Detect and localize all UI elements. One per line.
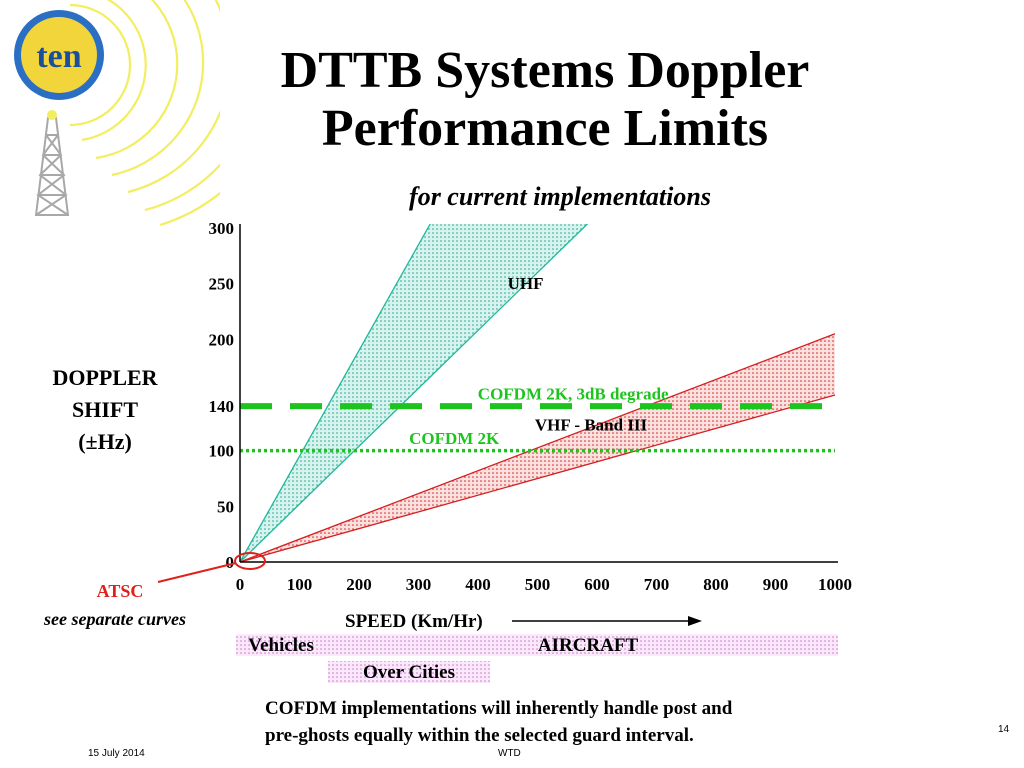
footnote: COFDM implementations will inherently ha…: [265, 695, 865, 749]
title-line-1: DTTB Systems Doppler: [280, 42, 810, 99]
x-tick-label: 300: [406, 575, 432, 594]
atsc-note: see separate curves: [44, 609, 186, 629]
band-upper-line: [240, 224, 431, 563]
band-upper-line: [240, 333, 836, 563]
speed-category-band: [322, 634, 838, 656]
x-tick-label: 700: [644, 575, 670, 594]
x-tick-label: 900: [763, 575, 789, 594]
page-subtitle: for current implementations: [409, 182, 711, 211]
title-line-2: Performance Limits: [321, 100, 769, 157]
speed-category-band: [328, 661, 490, 683]
atsc-marker: [234, 552, 266, 570]
y-axis-label: DOPPLER SHIFT (±Hz): [20, 362, 190, 458]
threshold-label: COFDM 2K: [409, 429, 500, 448]
x-tick-label: 100: [287, 575, 313, 594]
footnote-line-2: pre-ghosts equally within the selected g…: [265, 725, 694, 746]
x-tick-label: 1000: [818, 575, 852, 594]
y-tick-label: 250: [209, 275, 235, 294]
y-label-line: DOPPLER: [52, 365, 158, 390]
x-tick-label: 600: [584, 575, 610, 594]
speed-arrow-head: [688, 616, 702, 626]
footnote-line-1: COFDM implementations will inherently ha…: [265, 698, 733, 719]
y-tick-label: 50: [217, 497, 234, 516]
footer-author: WTD: [498, 748, 521, 759]
logo-text: ten: [36, 38, 81, 75]
x-tick-label: 200: [346, 575, 372, 594]
y-tick-label: 140: [209, 397, 235, 416]
atsc-label: ATSC: [96, 581, 144, 601]
y-label-line: SHIFT: [71, 397, 139, 422]
x-tick-label: 500: [525, 575, 551, 594]
speed-category-label: AIRCRAFT: [538, 635, 639, 656]
y-tick-label: 0: [226, 553, 235, 572]
y-tick-label: 100: [209, 442, 235, 461]
x-tick-label: 0: [236, 575, 245, 594]
page-number: 14: [998, 724, 1010, 735]
band-lower-line: [240, 394, 836, 563]
band-label-vhf: VHF - Band III: [535, 416, 648, 435]
atsc-pointer: [157, 562, 237, 583]
speed-category-label: Vehicles: [248, 635, 314, 656]
y-tick-label: 300: [209, 219, 235, 238]
y-tick-label: 200: [209, 330, 235, 349]
threshold-label: COFDM 2K, 3dB degrade: [478, 384, 669, 403]
page-title: DTTB Systems Doppler Performance Limits: [200, 42, 890, 158]
x-tick-label: 800: [703, 575, 729, 594]
x-tick-label: 400: [465, 575, 491, 594]
x-axis-label: SPEED (Km/Hr): [345, 611, 483, 632]
band-label-uhf: UHF: [508, 274, 544, 293]
speed-category-band: [236, 634, 322, 656]
footer-date: 15 July 2014: [88, 748, 145, 759]
speed-category-label: Over Cities: [363, 662, 455, 683]
ten-logo: ten: [14, 0, 220, 227]
y-label-line: (±Hz): [78, 429, 132, 454]
band-lower-line: [240, 224, 589, 563]
